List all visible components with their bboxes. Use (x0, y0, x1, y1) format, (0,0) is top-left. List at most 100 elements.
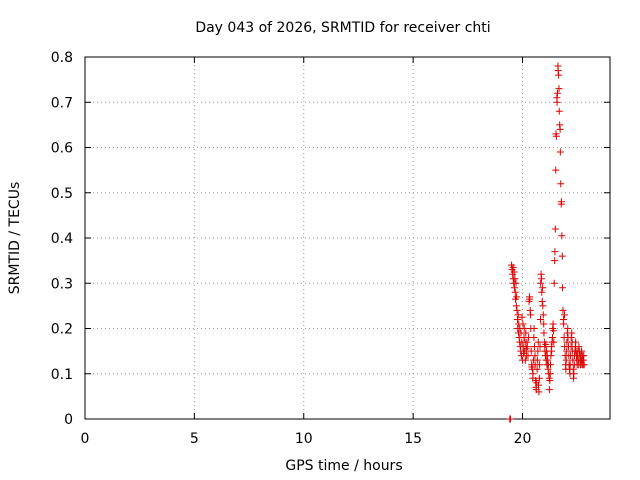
data-point (512, 279, 520, 287)
data-point (550, 338, 558, 346)
grid-lines (85, 57, 610, 419)
data-point (544, 356, 552, 364)
data-point (539, 302, 547, 310)
data-point (512, 302, 520, 310)
x-tick-label: 15 (404, 431, 422, 447)
data-point (509, 263, 517, 271)
data-point (557, 180, 565, 188)
data-point (557, 198, 565, 206)
data-point (510, 268, 518, 276)
y-tick-label: 0 (64, 412, 73, 428)
y-tick-label: 0.6 (51, 141, 73, 157)
data-point (555, 107, 563, 115)
data-point (552, 132, 560, 140)
data-point (548, 347, 556, 355)
data-point (546, 370, 554, 378)
data-point (538, 297, 546, 305)
data-point (535, 374, 543, 382)
data-point (550, 279, 558, 287)
data-point (540, 320, 548, 328)
data-point (552, 166, 560, 174)
data-point (537, 279, 545, 287)
data-point (538, 288, 546, 296)
data-point (550, 327, 558, 335)
data-point (524, 352, 532, 360)
data-point (518, 313, 526, 321)
data-point (531, 352, 539, 360)
x-tick-label: 10 (295, 431, 313, 447)
data-point (522, 329, 530, 337)
data-point (534, 338, 542, 346)
data-point (529, 370, 537, 378)
data-point (539, 311, 547, 319)
x-tick-label: 5 (190, 431, 199, 447)
data-point (551, 248, 559, 256)
data-point (569, 365, 577, 373)
data-point (580, 352, 588, 360)
data-point (556, 125, 564, 133)
tick-labels: 0 5 10 15 20 0 0.1 0.2 0.3 0.4 0.5 0.6 0.7 0.8 (51, 50, 532, 447)
data-point (547, 361, 554, 369)
data-point (511, 275, 519, 283)
data-point (513, 306, 521, 314)
y-tick-label: 0.5 (51, 186, 73, 202)
x-tick-label: 20 (514, 431, 532, 447)
data-point (547, 352, 555, 360)
data-point (506, 415, 514, 423)
data-point (551, 257, 559, 265)
data-point (548, 334, 556, 342)
data-point (540, 329, 548, 337)
x-axis-label: GPS time / hours (285, 458, 402, 474)
data-point (559, 306, 567, 314)
data-point (513, 293, 521, 301)
data-point (555, 85, 563, 93)
data-point (521, 356, 529, 364)
data-point (578, 347, 586, 355)
chart-title: Day 043 of 2026, SRMTID for receiver cht… (195, 20, 490, 36)
y-tick-label: 0.3 (51, 276, 73, 292)
data-point (558, 252, 566, 260)
data-point (554, 89, 561, 97)
data-point (530, 325, 538, 332)
data-point (536, 315, 544, 323)
data-point (551, 225, 559, 233)
data-point (580, 361, 588, 369)
data-point (539, 284, 547, 292)
x-tick-label: 0 (81, 431, 90, 447)
data-point (568, 329, 576, 337)
data-point (530, 334, 538, 342)
data-point (527, 347, 535, 355)
data-point (536, 361, 544, 369)
data-point (534, 381, 542, 389)
data-point (553, 98, 561, 106)
y-tick-label: 0.4 (51, 231, 73, 247)
plot-frame (84, 56, 611, 420)
data-point (564, 325, 572, 332)
data-point (549, 320, 557, 328)
y-axis-label: SRMTID / TECUs (7, 182, 23, 295)
data-point (560, 320, 568, 328)
data-point (538, 275, 546, 283)
data-point (519, 320, 527, 328)
y-tick-label: 0.7 (51, 95, 73, 111)
data-point (514, 311, 522, 319)
data-point (527, 311, 535, 319)
data-point (520, 325, 528, 332)
data-point (562, 356, 570, 364)
data-point (561, 311, 568, 319)
data-point (546, 377, 554, 385)
y-tick-label: 0.2 (51, 322, 73, 338)
y-tick-label: 0.1 (51, 367, 73, 383)
data-point (558, 232, 566, 240)
data-point (556, 148, 564, 156)
data-point (570, 370, 578, 378)
y-tick-label: 0.8 (51, 50, 73, 66)
data-point (572, 338, 580, 346)
data-point (510, 284, 518, 292)
data-point (526, 295, 534, 303)
data-points (506, 62, 588, 423)
data-point (513, 315, 521, 323)
data-point (523, 343, 531, 351)
data-point (559, 284, 567, 292)
